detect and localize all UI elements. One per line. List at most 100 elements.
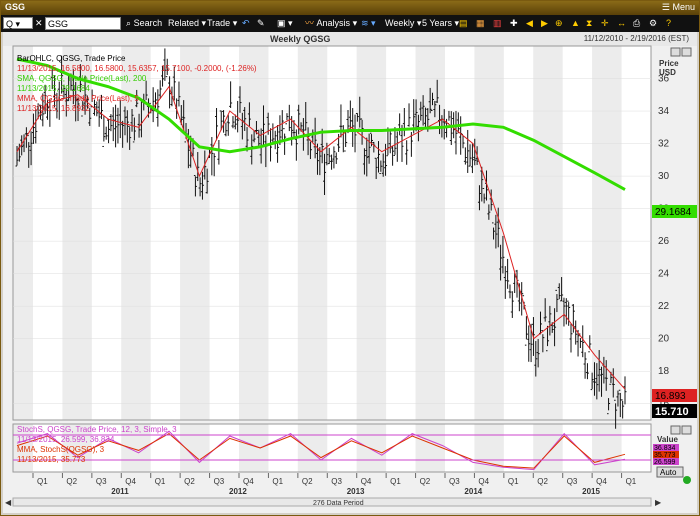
- scroll-bar[interactable]: [12, 497, 652, 507]
- last-price-tag-text: 15.710: [655, 406, 689, 418]
- window-menu-button[interactable]: ☰ Menu: [661, 2, 695, 12]
- quarter-label: Q3: [214, 477, 225, 486]
- undo-icon[interactable]: ↶: [242, 18, 250, 28]
- range-select[interactable]: 5 Years ▾: [422, 18, 460, 28]
- ohlc-bar: [597, 350, 601, 392]
- ohlc-bar: [477, 185, 481, 211]
- horizontal-fit-icon[interactable]: ↔: [617, 18, 626, 28]
- ohlc-bar: [496, 207, 500, 248]
- ohlc-bar: [419, 101, 423, 121]
- ohlc-bar: [304, 101, 308, 131]
- analysis-button[interactable]: 〰 Analysis ▾: [305, 18, 358, 28]
- ohlc-bar: [388, 129, 392, 154]
- chart-icon[interactable]: ▤: [459, 18, 468, 28]
- period-select[interactable]: Weekly ▾: [385, 18, 422, 28]
- panel-close-icon[interactable]: [681, 47, 692, 57]
- auto-scale-label: Auto: [660, 468, 677, 477]
- related-menu[interactable]: Related ▾: [168, 18, 207, 28]
- crosshair-icon[interactable]: ✚: [510, 18, 518, 28]
- auto-scale-button[interactable]: [656, 466, 684, 478]
- quarter-band-stoch: [91, 424, 122, 472]
- ohlc-bar: [64, 88, 68, 117]
- ohlc-bar: [97, 99, 101, 127]
- quarter-band: [268, 46, 298, 420]
- ohlc-bar: [62, 84, 66, 98]
- drawing-tool-icon[interactable]: ✎: [257, 18, 265, 28]
- price-tick-label: 32: [658, 139, 670, 150]
- ohlc-bar: [323, 153, 327, 195]
- ohlc-bar: [31, 113, 35, 144]
- studies-icon[interactable]: ≋ ▾: [361, 18, 376, 28]
- legend-bar-values: 11/13/2015, 16.5800, 16.5800, 15.6357, 1…: [17, 64, 257, 73]
- ohlc-bar: [468, 144, 472, 167]
- ohlc-bar: [224, 122, 228, 137]
- scroll-right-arrow-icon[interactable]: ▶: [655, 498, 662, 507]
- ohlc-bar: [294, 129, 298, 161]
- quarter-band: [356, 46, 387, 420]
- ohlc-bar: [172, 66, 176, 101]
- ohlc-bar: [435, 79, 439, 103]
- scroll-left-arrow-icon[interactable]: ◀: [5, 498, 12, 507]
- ohlc-bar: [463, 147, 467, 165]
- ohlc-bar: [276, 125, 280, 163]
- ohlc-bar: [252, 130, 256, 143]
- zoom-in-icon[interactable]: ⊕: [555, 18, 563, 28]
- compare-icon[interactable]: ▥: [493, 18, 502, 28]
- clear-symbol-icon[interactable]: ✕: [35, 18, 43, 28]
- settings-icon[interactable]: ⚙: [649, 18, 658, 28]
- ohlc-bar: [355, 112, 359, 122]
- price-tick-label: 36: [658, 74, 670, 85]
- price-tick-label: 18: [658, 366, 670, 377]
- ohlc-bar: [543, 298, 547, 322]
- ohlc-bar: [456, 112, 460, 134]
- panel-buttons-stoch[interactable]: [670, 425, 692, 435]
- overlay-icon[interactable]: ▦: [476, 18, 485, 28]
- quarter-band: [121, 46, 151, 420]
- price-chart[interactable]: 3634323028262422201816 BarOHLC, QGSG, Tr…: [3, 32, 697, 513]
- value-axis-label: Value: [657, 435, 678, 444]
- ohlc-bar: [374, 157, 378, 180]
- expand-down-icon[interactable]: ⧗: [586, 18, 593, 28]
- search-button[interactable]: ⌕ Search: [126, 18, 163, 28]
- symbol-input[interactable]: [45, 17, 121, 30]
- help-icon[interactable]: ?: [666, 18, 672, 28]
- scroll-right-icon[interactable]: ▶: [541, 18, 548, 28]
- ohlc-bar: [369, 132, 373, 147]
- ohlc-bar: [449, 111, 453, 146]
- ohlc-bar: [407, 103, 411, 127]
- ohlc-bar: [588, 335, 592, 353]
- panel-buttons-top[interactable]: [670, 47, 692, 57]
- print-icon[interactable]: ⎙: [633, 18, 641, 28]
- scroll-left-icon[interactable]: ◀: [526, 18, 533, 28]
- ohlc-bar: [482, 188, 486, 204]
- stoch-panel-minimize-icon[interactable]: [670, 425, 681, 435]
- ohlc-bar: [557, 283, 561, 300]
- ohlc-bar: [200, 171, 204, 200]
- expand-up-icon[interactable]: ▲: [571, 18, 580, 28]
- legend-stoch-mma-values: 11/13/2015, 35.773: [17, 455, 86, 464]
- quarter-band: [239, 46, 269, 420]
- layout-menu-icon[interactable]: ▣ ▾: [277, 18, 293, 28]
- ohlc-bar: [585, 363, 589, 380]
- ohlc-bar: [583, 352, 587, 379]
- ohlc-bar: [576, 329, 580, 357]
- symbol-type-select[interactable]: Q ▾: [3, 17, 33, 29]
- search-icon: ⌕: [126, 18, 132, 28]
- ohlc-bar: [351, 108, 355, 147]
- ohlc-bar: [506, 258, 510, 289]
- chart-area: Weekly QGSG 11/12/2010 - 2/19/2016 (EST)…: [3, 32, 697, 513]
- ohlc-bar: [236, 100, 240, 133]
- ohlc-bar: [231, 116, 235, 129]
- ohlc-bar: [137, 113, 141, 138]
- ohlc-bar: [553, 308, 557, 347]
- stoch-panel-close-icon[interactable]: [681, 425, 692, 435]
- trade-menu[interactable]: Trade ▾: [207, 18, 238, 28]
- panel-minimize-icon[interactable]: [670, 47, 681, 57]
- ohlc-bar: [499, 244, 503, 281]
- ohlc-bar: [247, 102, 251, 127]
- quarter-label: Q2: [302, 477, 313, 486]
- ohlc-bar: [581, 325, 585, 358]
- ohlc-bar: [360, 118, 364, 145]
- fit-icon[interactable]: ✛: [601, 18, 609, 28]
